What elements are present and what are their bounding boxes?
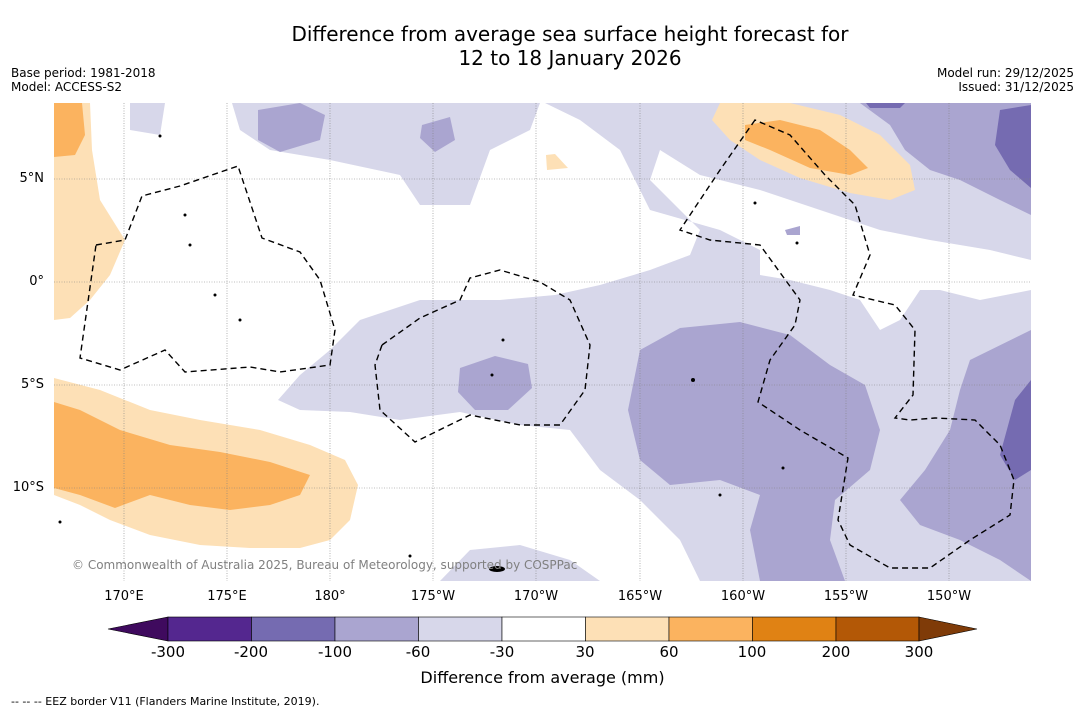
colorbar-segment bbox=[668, 616, 753, 642]
sea-level-high-region bbox=[546, 154, 568, 170]
lon-label: 160°W bbox=[720, 589, 766, 604]
sea-level-high-region bbox=[54, 103, 125, 320]
sea-level-mid-region bbox=[785, 226, 800, 235]
colorbar-tick-label: -200 bbox=[233, 643, 269, 661]
sea-level-mid-region bbox=[860, 103, 1031, 215]
sea-level-deep-region bbox=[866, 103, 905, 108]
title-line-2: 12 to 18 January 2026 bbox=[458, 46, 682, 70]
colorbar-segment bbox=[418, 616, 503, 642]
colorbar-tick-label: -30 bbox=[489, 643, 515, 661]
colorbar-title: Difference from average (mm) bbox=[420, 668, 665, 687]
colorbar-extend-high bbox=[918, 616, 978, 642]
lat-label: 10°S bbox=[12, 480, 44, 495]
sea-level-mid-region bbox=[458, 356, 532, 410]
island bbox=[188, 243, 192, 247]
eez-border bbox=[678, 119, 1015, 569]
colorbar-extend-low bbox=[107, 616, 169, 642]
colorbar-tick-label: 60 bbox=[659, 643, 679, 661]
eez-border bbox=[79, 165, 336, 373]
meta-left: Base period: 1981-2018 Model: ACCESS-S2 bbox=[11, 66, 156, 94]
lon-label: 165°W bbox=[617, 589, 663, 604]
island bbox=[408, 554, 412, 558]
island bbox=[490, 373, 494, 377]
lon-label: 180° bbox=[314, 589, 346, 604]
colorbar-segment bbox=[334, 616, 419, 642]
sea-level-higher-region bbox=[54, 402, 310, 510]
colorbar-segment bbox=[167, 616, 252, 642]
island bbox=[718, 493, 722, 497]
island bbox=[213, 293, 217, 297]
islands bbox=[58, 134, 799, 572]
colorbar-segment bbox=[501, 616, 586, 642]
colorbar-segment bbox=[752, 616, 837, 642]
lon-label: 150°W bbox=[926, 589, 972, 604]
base-period: Base period: 1981-2018 bbox=[11, 66, 156, 80]
island bbox=[795, 241, 799, 245]
sea-level-mid-region bbox=[420, 117, 455, 152]
island bbox=[691, 378, 695, 382]
sea-level-deep-region bbox=[1000, 380, 1031, 480]
island bbox=[238, 318, 242, 322]
island bbox=[501, 338, 505, 342]
sea-level-mid-region bbox=[900, 330, 1031, 581]
island bbox=[753, 201, 757, 205]
lon-label: 170°E bbox=[104, 589, 144, 604]
model-name: Model: ACCESS-S2 bbox=[11, 80, 123, 94]
lat-label: 5°S bbox=[20, 377, 44, 392]
map-area bbox=[54, 103, 1031, 581]
island bbox=[781, 466, 785, 470]
colorbar-tick-label: 200 bbox=[821, 643, 851, 661]
lat-label: 5°N bbox=[19, 171, 45, 186]
sea-level-low-region bbox=[130, 103, 165, 135]
colorbar-tick-label: -60 bbox=[405, 643, 431, 661]
eez-borders bbox=[79, 119, 1015, 569]
sea-level-higher-region bbox=[745, 120, 868, 175]
sea-level-higher-region bbox=[54, 103, 85, 157]
issued-date: Issued: 31/12/2025 bbox=[958, 80, 1074, 94]
lon-label: 175°E bbox=[207, 589, 247, 604]
island bbox=[489, 566, 505, 572]
colorbar-segment bbox=[835, 616, 920, 642]
lat-label: 0° bbox=[29, 274, 44, 289]
island bbox=[58, 520, 62, 524]
graticule bbox=[54, 103, 1031, 581]
colorbar-tick-label: -100 bbox=[317, 643, 353, 661]
model-run: Model run: 29/12/2025 bbox=[936, 66, 1074, 80]
colorbar bbox=[107, 616, 978, 642]
chart-title: Difference from average sea surface heig… bbox=[0, 22, 1085, 70]
lon-label: 175°W bbox=[410, 589, 456, 604]
colorbar-tick-label: 300 bbox=[904, 643, 934, 661]
island bbox=[158, 134, 162, 138]
colorbar-segment bbox=[585, 616, 670, 642]
sea-level-deep-region bbox=[995, 105, 1031, 188]
lon-label: 155°W bbox=[823, 589, 869, 604]
lon-label: 170°W bbox=[513, 589, 559, 604]
sea-level-mid-region bbox=[628, 322, 880, 581]
meta-right: Model run: 29/12/2025 Issued: 31/12/2025 bbox=[937, 66, 1074, 94]
sea-level-low-region bbox=[440, 545, 600, 581]
colorbar-tick-label: -300 bbox=[150, 643, 186, 661]
title-line-1: Difference from average sea surface heig… bbox=[291, 22, 849, 46]
colorbar-segment bbox=[251, 616, 336, 642]
copyright-notice: © Commonwealth of Australia 2025, Bureau… bbox=[72, 558, 578, 572]
eez-border bbox=[374, 269, 591, 443]
eez-footnote: -- -- -- EEZ border V11 (Flanders Marine… bbox=[11, 695, 320, 708]
colorbar-tick-label: 30 bbox=[575, 643, 595, 661]
island bbox=[183, 213, 187, 217]
sea-level-mid-region bbox=[258, 103, 325, 152]
colorbar-tick-label: 100 bbox=[737, 643, 767, 661]
